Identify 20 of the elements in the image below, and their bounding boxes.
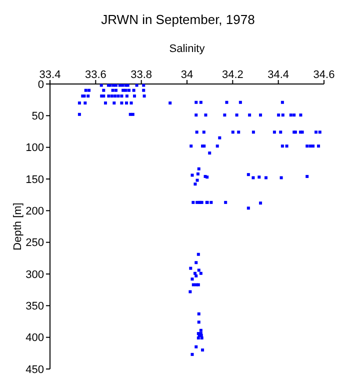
x-tick-label: 34.4: [268, 69, 290, 81]
x-tick-label: 34.6: [313, 69, 335, 81]
y-axis-title: Depth [m]: [12, 202, 24, 250]
y-tick-label: 400: [26, 332, 44, 344]
x-tick-label: 33.6: [84, 69, 106, 81]
y-tick-label: 450: [26, 364, 44, 376]
y-tick-label: 100: [26, 142, 44, 154]
y-tick-label: 150: [26, 174, 44, 186]
x-tick-label: 33.4: [39, 69, 61, 81]
y-tick-label: 0: [38, 78, 44, 91]
chart-title: JRWN in September, 1978: [100, 11, 256, 29]
y-tick-label: 300: [26, 268, 44, 281]
y-tick-label: 200: [26, 206, 44, 218]
x-tick-label: 34.2: [222, 69, 244, 81]
x-tick-label: 33.8: [130, 69, 152, 81]
x-tick-label: 34: [180, 69, 194, 81]
y-tick-label: 350: [26, 300, 44, 313]
y-tick-label: 250: [26, 237, 44, 250]
y-tick-label: 50: [32, 110, 44, 123]
x-axis-title: Salinity: [169, 42, 206, 55]
